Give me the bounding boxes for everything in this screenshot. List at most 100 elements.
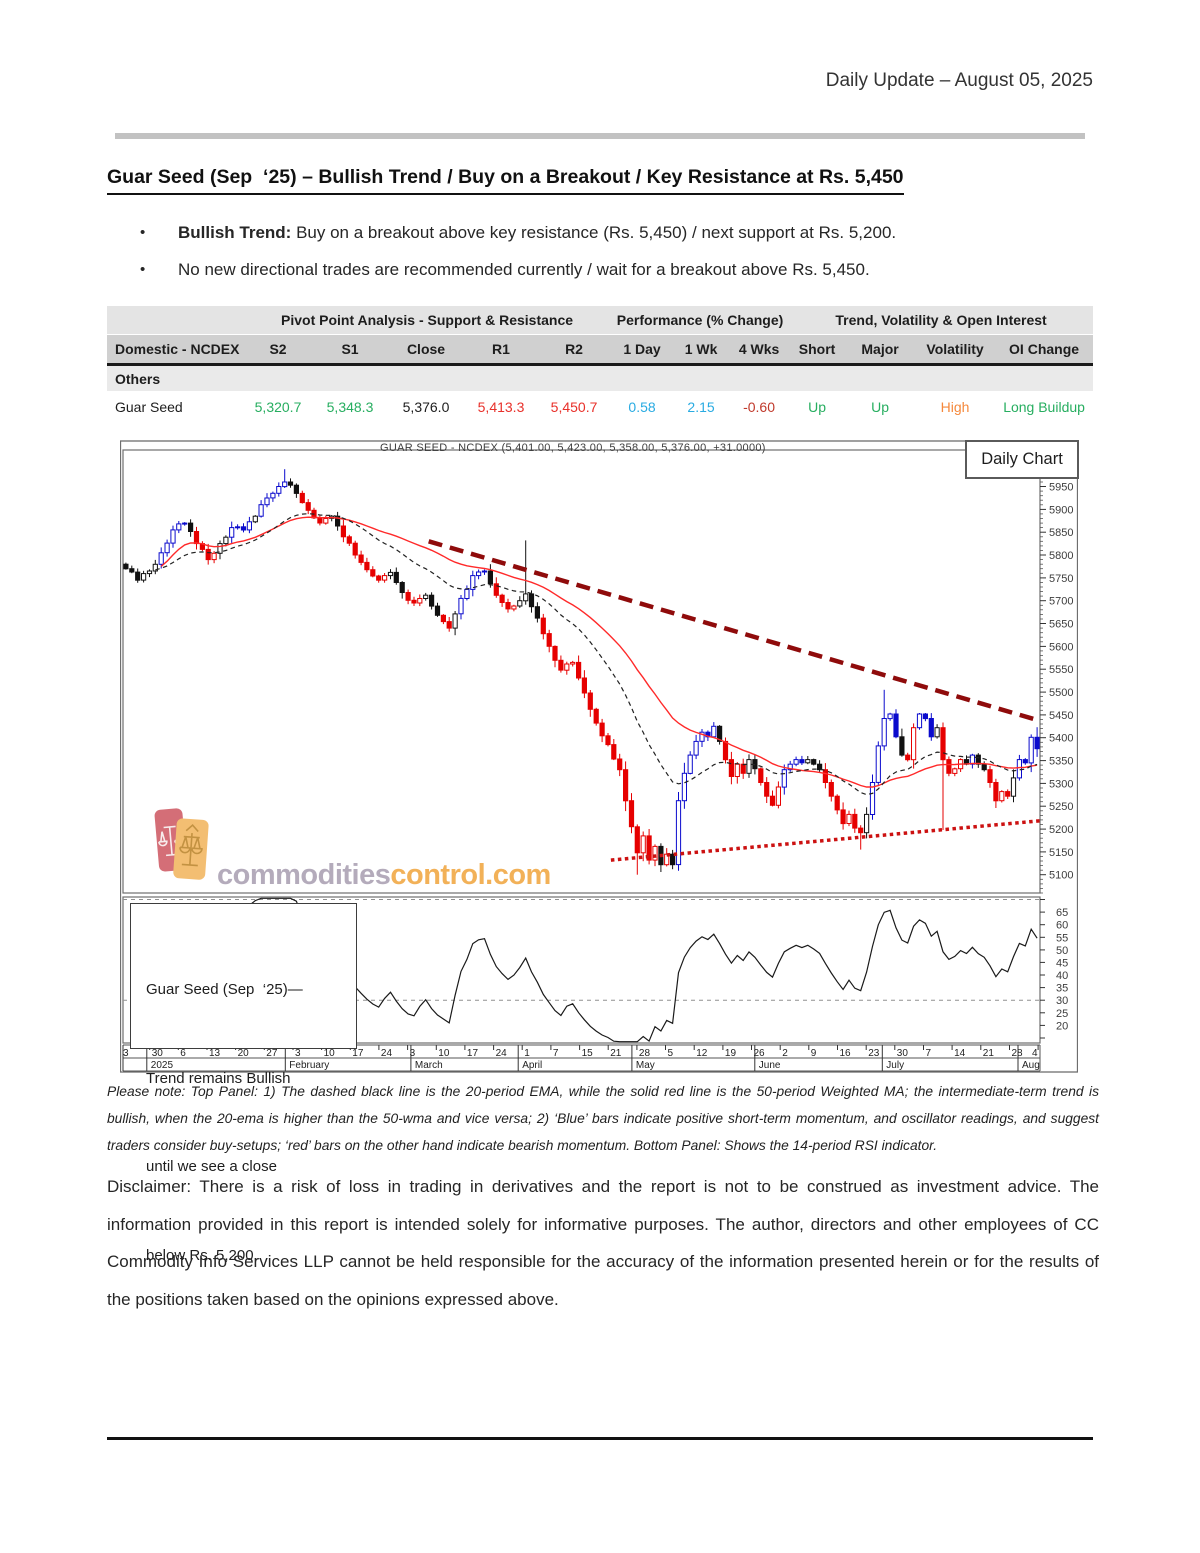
chart-annotation-box: Guar Seed (Sep ‘25)— Trend remains Bulli… (130, 903, 357, 1264)
svg-text:17: 17 (352, 1048, 364, 1059)
svg-text:April: April (522, 1060, 542, 1071)
cell-oi-change: Long Buildup (995, 391, 1094, 423)
svg-text:5450: 5450 (1049, 710, 1073, 722)
svg-text:February: February (289, 1060, 329, 1071)
svg-text:30: 30 (152, 1048, 164, 1059)
svg-text:2025: 2025 (151, 1060, 174, 1071)
bullet-lead: Bullish Trend: (178, 223, 297, 242)
svg-text:27: 27 (266, 1048, 278, 1059)
table-column-header-row: Domestic - NCDEX S2 S1 Close R1 R2 1 Day… (107, 334, 1094, 366)
svg-text:35: 35 (1056, 983, 1068, 995)
cell-commodity-name: Guar Seed (107, 391, 243, 423)
svg-text:55: 55 (1056, 932, 1068, 944)
svg-text:21: 21 (983, 1048, 995, 1059)
watermark-text-commodities: commodities (217, 859, 391, 891)
svg-text:17: 17 (467, 1048, 479, 1059)
svg-text:5: 5 (668, 1048, 674, 1059)
svg-text:5350: 5350 (1049, 756, 1073, 768)
svg-text:15: 15 (582, 1048, 594, 1059)
summary-bullets: • Bullish Trend: Buy on a breakout above… (140, 221, 1040, 295)
col-short: Short (789, 334, 846, 366)
svg-text:5750: 5750 (1049, 573, 1073, 585)
svg-text:10: 10 (324, 1048, 336, 1059)
svg-text:5200: 5200 (1049, 824, 1073, 836)
svg-text:26: 26 (754, 1048, 766, 1059)
svg-text:July: July (886, 1060, 904, 1071)
svg-text:3: 3 (295, 1048, 301, 1059)
cell-s1: 5,348.3 (313, 391, 387, 423)
col-r2: R2 (537, 334, 612, 366)
col-1day: 1 Day (611, 334, 674, 366)
svg-text:16: 16 (840, 1048, 852, 1059)
cell-1day: 0.58 (611, 391, 674, 423)
watermark: commoditiescontrol.com (135, 803, 551, 890)
svg-text:2: 2 (782, 1048, 788, 1059)
svg-text:28: 28 (639, 1048, 651, 1059)
svg-text:30: 30 (897, 1048, 909, 1059)
group-header-performance: Performance (% Change) (611, 306, 790, 335)
disclaimer-text: Disclaimer: There is a risk of loss in t… (107, 1177, 1099, 1309)
cell-4wks: -0.60 (729, 391, 790, 423)
svg-text:May: May (636, 1060, 655, 1071)
svg-text:10: 10 (438, 1048, 450, 1059)
svg-text:5100: 5100 (1049, 870, 1073, 882)
svg-text:Aug: Aug (1022, 1060, 1040, 1071)
daily-chart-badge: Daily Chart (965, 440, 1079, 479)
watermark-text-control: control.com (390, 859, 551, 891)
svg-text:20: 20 (1056, 1020, 1068, 1032)
svg-text:13: 13 (209, 1048, 221, 1059)
cell-volatility: High (915, 391, 996, 423)
svg-text:5400: 5400 (1049, 733, 1073, 745)
svg-text:5550: 5550 (1049, 664, 1073, 676)
cell-close: 5,376.0 (387, 391, 465, 423)
svg-text:28: 28 (1012, 1048, 1024, 1059)
svg-text:7: 7 (926, 1048, 932, 1059)
bullet-item: • Bullish Trend: Buy on a breakout above… (140, 221, 1040, 245)
page-title: Guar Seed (Sep ‘25) – Bullish Trend / Bu… (107, 166, 904, 195)
svg-text:3: 3 (123, 1048, 129, 1059)
svg-text:5650: 5650 (1049, 619, 1073, 631)
svg-text:5600: 5600 (1049, 641, 1073, 653)
svg-text:5950: 5950 (1049, 482, 1073, 494)
cell-short-trend: Up (789, 391, 846, 423)
group-header-trend: Trend, Volatility & Open Interest (789, 306, 1094, 335)
col-r1: R1 (465, 334, 537, 366)
svg-text:5700: 5700 (1049, 596, 1073, 608)
commoditiescontrol-logo-icon (135, 803, 213, 890)
bullet-text: Buy on a breakout above key resistance (… (296, 223, 897, 242)
table-section-row: Others (107, 364, 1094, 391)
pivot-analysis-table: Pivot Point Analysis - Support & Resista… (107, 306, 1094, 423)
svg-text:5900: 5900 (1049, 504, 1073, 516)
svg-text:24: 24 (496, 1048, 508, 1059)
svg-text:4: 4 (1032, 1048, 1038, 1059)
chart-layers: 5100515052005250530053505400545055005550… (120, 440, 1078, 1073)
section-label: Others (107, 364, 1094, 391)
group-header-empty (107, 306, 243, 335)
col-1wk: 1 Wk (673, 334, 730, 366)
svg-text:14: 14 (954, 1048, 966, 1059)
group-header-pivot: Pivot Point Analysis - Support & Resista… (243, 306, 612, 335)
svg-text:24: 24 (381, 1048, 393, 1059)
svg-text:March: March (415, 1060, 443, 1071)
bullet-item: • No new directional trades are recommen… (140, 258, 1040, 282)
svg-text:5300: 5300 (1049, 778, 1073, 790)
cell-s2: 5,320.7 (243, 391, 313, 423)
bullet-icon: • (140, 224, 146, 241)
svg-text:50: 50 (1056, 945, 1068, 957)
col-major: Major (845, 334, 916, 366)
col-domestic-ncdex: Domestic - NCDEX (107, 334, 243, 366)
col-volatility: Volatility (915, 334, 996, 366)
svg-text:June: June (759, 1060, 781, 1071)
svg-text:6: 6 (180, 1048, 186, 1059)
svg-text:5850: 5850 (1049, 527, 1073, 539)
svg-text:60: 60 (1056, 920, 1068, 932)
svg-text:1: 1 (524, 1048, 530, 1059)
svg-text:19: 19 (725, 1048, 737, 1059)
svg-text:5800: 5800 (1049, 550, 1073, 562)
annotation-line: until we see a close (146, 1158, 277, 1175)
svg-text:5150: 5150 (1049, 847, 1073, 859)
cell-r2: 5,450.7 (537, 391, 612, 423)
svg-text:3: 3 (410, 1048, 416, 1059)
cell-r1: 5,413.3 (465, 391, 537, 423)
annotation-line: Trend remains Bullish (146, 1069, 291, 1087)
